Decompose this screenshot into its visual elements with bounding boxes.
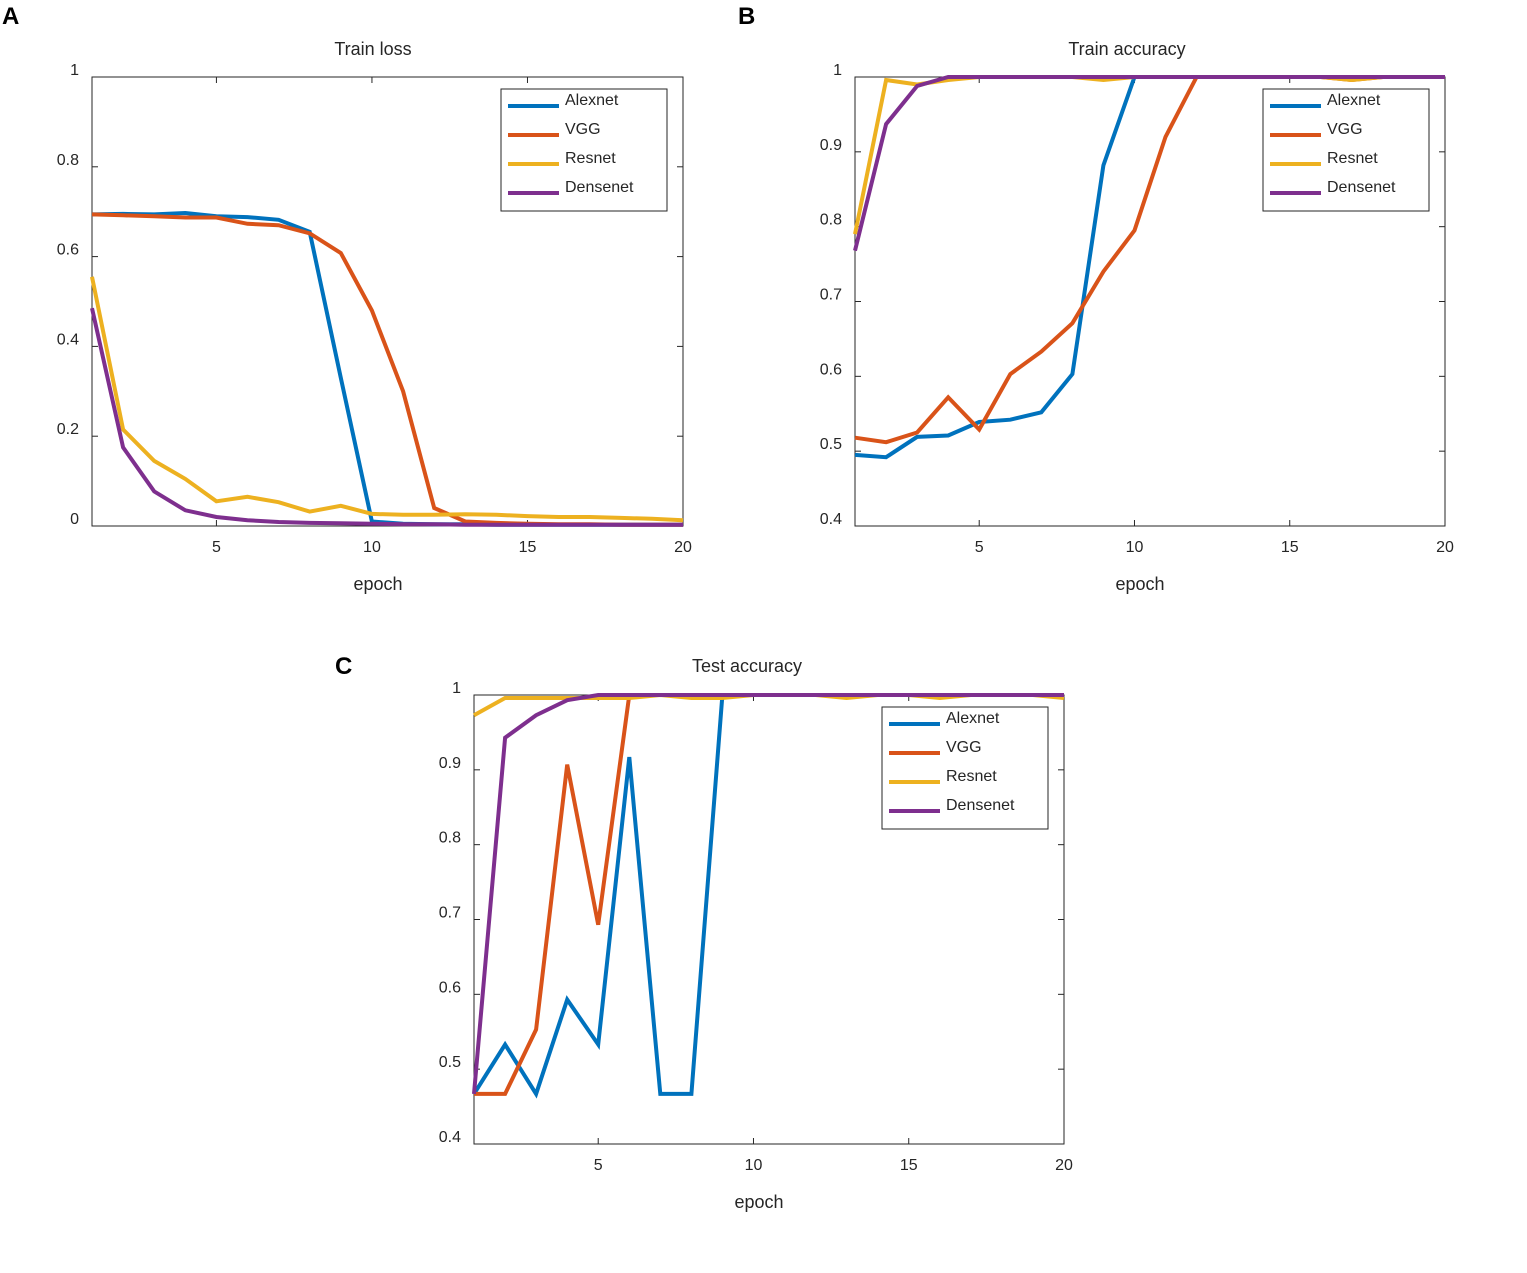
x-tick-label: 20	[1055, 1157, 1073, 1174]
legend-box	[881, 706, 1049, 830]
legend-label-vgg: VGG	[946, 739, 982, 756]
y-tick-label: 0.8	[820, 212, 842, 229]
legend-box	[500, 88, 668, 212]
legend-label-alexnet: Alexnet	[565, 92, 619, 109]
panel-b-lines	[853, 75, 1445, 460]
y-tick-label: 0.4	[57, 331, 79, 348]
panel-a: A Train loss 5 10 15 20 0 0.2 0.4 0.6 0.8 1 epoch…	[2, 3, 692, 594]
panel-b-title: Train accuracy	[1068, 39, 1185, 59]
y-tick-label: 0.8	[57, 152, 79, 169]
y-tick-label: 0.5	[820, 436, 842, 453]
y-tick-label: 0.4	[439, 1129, 461, 1146]
y-tick-label: 0.6	[820, 361, 842, 378]
legend-label-alexnet: Alexnet	[1327, 92, 1381, 109]
panel-b-legend: Alexnet VGG Resnet Densenet	[1262, 88, 1430, 212]
panel-c-letter: C	[335, 653, 352, 680]
legend-label-resnet: Resnet	[946, 768, 997, 785]
x-tick-label: 10	[363, 539, 381, 556]
legend-label-densenet: Densenet	[1327, 179, 1396, 196]
panel-c-legend: Alexnet VGG Resnet Densenet	[881, 706, 1049, 830]
legend-label-alexnet: Alexnet	[946, 710, 1000, 727]
legend-box	[1262, 88, 1430, 212]
x-tick-label: 20	[674, 539, 692, 556]
y-tick-label: 0.6	[57, 242, 79, 259]
series-line-densenet	[90, 307, 683, 527]
y-tick-label: 0.8	[439, 830, 461, 847]
x-tick-label: 15	[519, 539, 537, 556]
y-tick-label: 0.5	[439, 1054, 461, 1071]
panel-a-title: Train loss	[334, 39, 411, 59]
legend-label-densenet: Densenet	[946, 797, 1015, 814]
y-tick-label: 0.4	[820, 511, 842, 528]
panel-a-xlabel: epoch	[353, 574, 402, 594]
legend-label-densenet: Densenet	[565, 179, 634, 196]
x-tick-label: 5	[594, 1157, 603, 1174]
legend-label-vgg: VGG	[565, 121, 601, 138]
panel-b: B Train accuracy 5 10 15 20 0.4 0.5 0.6 0.7 0.8 0…	[738, 3, 1454, 594]
y-tick-label: 1	[452, 680, 461, 697]
y-tick-label: 1	[833, 62, 842, 79]
panel-c: C Test accuracy 5 10 15 20 0.4 0.5 0.6 0.7 0.8 0.…	[335, 653, 1073, 1212]
y-tick-label: 0.9	[820, 137, 842, 154]
series-line-densenet	[472, 693, 1064, 1095]
legend-label-resnet: Resnet	[565, 150, 616, 167]
x-tick-label: 5	[212, 539, 221, 556]
legend-label-resnet: Resnet	[1327, 150, 1378, 167]
panel-a-ticks: 5 10 15 20 0 0.2 0.4 0.6 0.8 1	[57, 62, 692, 556]
panel-c-xlabel: epoch	[734, 1192, 783, 1212]
x-tick-label: 15	[900, 1157, 918, 1174]
panel-a-lines	[90, 210, 684, 527]
x-tick-label: 20	[1436, 539, 1454, 556]
y-tick-label: 0.2	[57, 421, 79, 438]
x-tick-label: 10	[745, 1157, 763, 1174]
series-line-resnet	[90, 276, 684, 523]
x-tick-label: 15	[1281, 539, 1299, 556]
y-tick-label: 0.9	[439, 755, 461, 772]
panel-b-ticks: 5 10 15 20 0.4 0.5 0.6 0.7 0.8 0.9 1	[820, 62, 1454, 556]
legend-label-vgg: VGG	[1327, 121, 1363, 138]
y-tick-label: 1	[70, 62, 79, 79]
panel-c-title: Test accuracy	[692, 656, 802, 676]
y-tick-label: 0.7	[820, 287, 842, 304]
y-tick-label: 0.7	[439, 905, 461, 922]
y-tick-label: 0	[70, 511, 79, 528]
panel-a-legend: Alexnet VGG Resnet Densenet	[500, 88, 668, 212]
x-tick-label: 5	[975, 539, 984, 556]
y-tick-label: 0.6	[439, 979, 461, 996]
panel-b-letter: B	[738, 3, 755, 30]
series-line-densenet	[853, 75, 1445, 252]
panel-b-xlabel: epoch	[1115, 574, 1164, 594]
panel-a-letter: A	[2, 3, 19, 30]
panel-c-lines	[472, 692, 1065, 1099]
x-tick-label: 10	[1126, 539, 1144, 556]
